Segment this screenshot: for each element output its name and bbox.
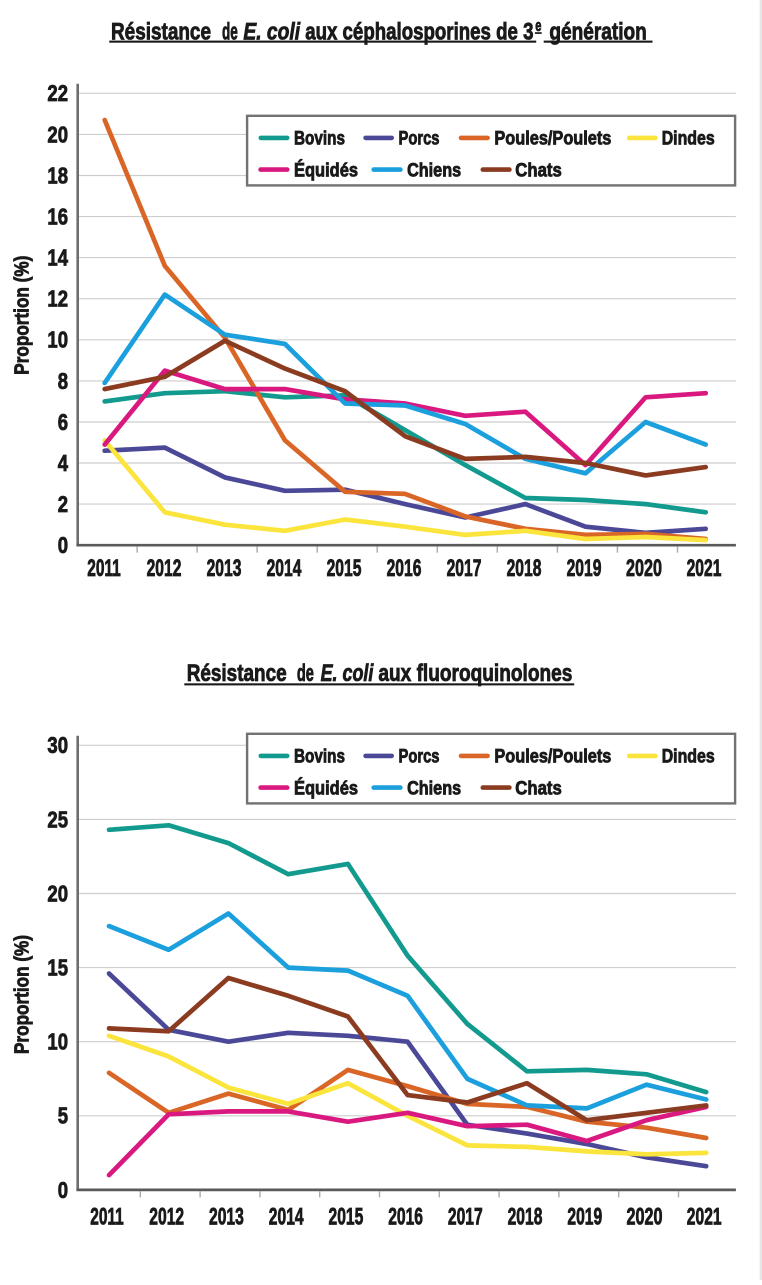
svg-text:30: 30 bbox=[47, 732, 68, 758]
svg-text:2017: 2017 bbox=[448, 1203, 483, 1230]
svg-text:2: 2 bbox=[58, 491, 68, 517]
svg-text:15: 15 bbox=[47, 955, 68, 981]
svg-text:Résistance: Résistance bbox=[187, 660, 287, 687]
svg-text:10: 10 bbox=[47, 1029, 68, 1055]
svg-text:20: 20 bbox=[47, 121, 68, 147]
svg-text:25: 25 bbox=[47, 806, 68, 832]
svg-text:de: de bbox=[222, 18, 238, 45]
svg-text:2011: 2011 bbox=[87, 555, 121, 582]
svg-text:0: 0 bbox=[58, 1177, 68, 1203]
svg-text:2014: 2014 bbox=[269, 1203, 304, 1230]
svg-text:14: 14 bbox=[47, 245, 68, 271]
svg-text:Chiens: Chiens bbox=[407, 159, 461, 181]
svg-text:2012: 2012 bbox=[147, 555, 182, 582]
svg-text:Bovins: Bovins bbox=[294, 128, 345, 150]
svg-text:2016: 2016 bbox=[388, 1203, 423, 1230]
svg-text:0: 0 bbox=[58, 532, 68, 558]
svg-text:Dindes: Dindes bbox=[662, 746, 715, 768]
svg-text:2019: 2019 bbox=[567, 1203, 602, 1230]
svg-text:2014: 2014 bbox=[267, 555, 302, 582]
svg-text:2019: 2019 bbox=[567, 555, 602, 582]
svg-text:Chiens: Chiens bbox=[407, 777, 461, 799]
svg-text:2013: 2013 bbox=[207, 555, 242, 582]
svg-text:Poules/Poulets: Poules/Poulets bbox=[494, 128, 611, 150]
svg-text:2021: 2021 bbox=[687, 1203, 722, 1230]
svg-text:2012: 2012 bbox=[149, 1203, 184, 1230]
svg-text:Proportion (%): Proportion (%) bbox=[11, 256, 33, 375]
svg-text:Porcs: Porcs bbox=[399, 746, 440, 768]
svg-text:aux fluoroquinolones: aux fluoroquinolones bbox=[378, 660, 572, 687]
svg-text:6: 6 bbox=[58, 409, 68, 435]
svg-text:2020: 2020 bbox=[626, 555, 662, 582]
svg-text:8: 8 bbox=[58, 368, 68, 394]
svg-text:Équidés: Équidés bbox=[294, 776, 358, 799]
svg-text:Chats: Chats bbox=[515, 777, 562, 799]
svg-text:2016: 2016 bbox=[387, 555, 422, 582]
svg-text:2015: 2015 bbox=[327, 555, 362, 582]
svg-text:Bovins: Bovins bbox=[294, 746, 345, 768]
svg-text:de: de bbox=[297, 660, 314, 687]
svg-text:18: 18 bbox=[47, 162, 68, 188]
svg-text:2020: 2020 bbox=[627, 1203, 663, 1230]
svg-text:2013: 2013 bbox=[209, 1203, 244, 1230]
svg-text:22: 22 bbox=[47, 80, 68, 106]
svg-text:Porcs: Porcs bbox=[399, 128, 440, 150]
svg-text:E. coli: E. coli bbox=[321, 660, 375, 687]
svg-text:12: 12 bbox=[47, 286, 68, 312]
svg-text:16: 16 bbox=[47, 204, 68, 230]
svg-text:Équidés: Équidés bbox=[294, 158, 358, 181]
svg-text:5: 5 bbox=[58, 1103, 68, 1129]
svg-text:10: 10 bbox=[47, 327, 68, 353]
svg-text:e: e bbox=[535, 16, 541, 35]
svg-text:Proportion (%): Proportion (%) bbox=[11, 935, 33, 1054]
svg-text:4: 4 bbox=[58, 450, 68, 476]
svg-text:2018: 2018 bbox=[508, 1203, 543, 1230]
svg-text:20: 20 bbox=[47, 880, 68, 906]
svg-text:Poules/Poulets: Poules/Poulets bbox=[494, 746, 611, 768]
svg-text:2021: 2021 bbox=[687, 555, 722, 582]
svg-text:2011: 2011 bbox=[90, 1203, 124, 1230]
svg-text:Dindes: Dindes bbox=[662, 128, 715, 150]
svg-text:2015: 2015 bbox=[329, 1203, 364, 1230]
svg-text:2018: 2018 bbox=[507, 555, 542, 582]
svg-text:Chats: Chats bbox=[515, 159, 562, 181]
svg-text:2017: 2017 bbox=[447, 555, 482, 582]
